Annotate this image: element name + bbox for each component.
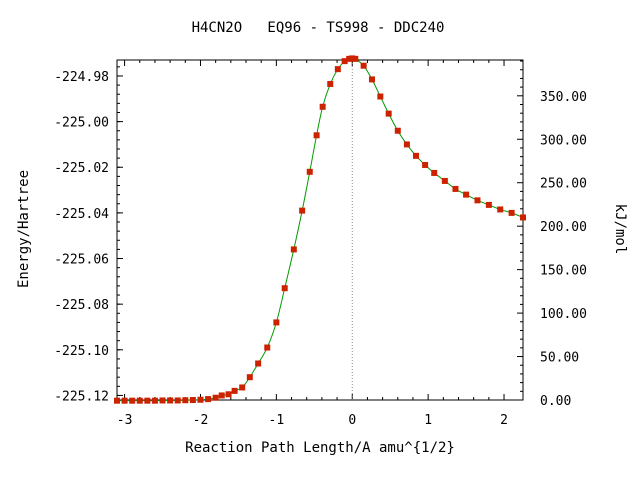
data-point — [306, 168, 313, 175]
data-point — [413, 152, 419, 159]
data-point — [182, 397, 189, 404]
energy-data-points — [114, 55, 526, 404]
data-point — [431, 169, 438, 176]
data-point — [360, 62, 367, 69]
data-point — [231, 387, 238, 394]
x-tick-label: -2 — [193, 413, 209, 428]
data-point — [352, 55, 359, 62]
data-point — [385, 110, 392, 117]
data-point — [273, 319, 280, 326]
data-point — [174, 397, 181, 404]
y-tick-label: -224.98 — [54, 70, 109, 85]
data-point — [264, 344, 271, 351]
y-tick-label: -225.12 — [54, 389, 109, 404]
data-point — [441, 177, 448, 184]
data-point — [319, 103, 326, 110]
data-point — [377, 93, 384, 100]
data-point — [346, 55, 353, 62]
data-point — [151, 397, 158, 404]
data-point — [403, 141, 410, 148]
y-tick-label: -225.08 — [54, 298, 109, 313]
data-point — [239, 384, 246, 391]
data-point — [452, 185, 459, 192]
data-point — [136, 397, 143, 404]
x-tick-label: 2 — [500, 413, 508, 428]
data-point — [334, 66, 341, 73]
data-point — [313, 132, 320, 139]
chart-title: H4CN2O EQ96 - TS998 - DDC240 — [192, 20, 445, 36]
x-tick-label: -1 — [269, 413, 285, 428]
x-axis-title: Reaction Path Length/A amu^{1/2} — [185, 440, 455, 456]
data-point — [167, 397, 174, 404]
data-point — [281, 285, 288, 292]
data-point — [485, 201, 492, 208]
data-point — [189, 397, 196, 403]
data-point — [290, 246, 297, 253]
data-point — [341, 58, 348, 65]
data-point — [520, 214, 526, 221]
x-tick-label: 0 — [348, 413, 356, 428]
data-point — [508, 209, 515, 216]
data-point — [349, 55, 356, 62]
y2-tick-label: 350.00 — [540, 90, 587, 105]
y-tick-label: -225.10 — [54, 344, 109, 359]
plot-frame — [116, 59, 524, 401]
y2-tick-label: 0.00 — [540, 394, 571, 409]
data-point — [422, 161, 429, 168]
y-tick-label: -225.02 — [54, 161, 109, 176]
data-point — [246, 374, 253, 381]
axis-tick-labels: -3 -2 -1 0 1 2 -224.98 -225.00 -225.02 -225.04 -22… — [54, 70, 587, 428]
data-point — [255, 360, 262, 367]
data-point — [121, 397, 128, 404]
x-tick-label: 1 — [424, 413, 432, 428]
data-point — [218, 392, 225, 399]
y2-tick-label: 300.00 — [540, 133, 587, 148]
data-point — [368, 76, 375, 83]
data-point — [144, 397, 151, 404]
y2-tick-label: 150.00 — [540, 264, 587, 279]
data-point — [129, 397, 136, 404]
data-point — [212, 394, 219, 401]
y2-tick-label: 100.00 — [540, 307, 587, 322]
data-point — [225, 391, 232, 398]
y-tick-label: -225.04 — [54, 207, 109, 222]
data-point — [327, 80, 334, 87]
y-axis-title-right: kJ/mol — [612, 204, 628, 255]
y2-tick-label: 250.00 — [540, 177, 587, 192]
data-point — [205, 396, 212, 403]
data-point — [463, 191, 470, 198]
data-point — [197, 396, 204, 403]
x-tick-label: -3 — [117, 413, 133, 428]
data-point — [299, 207, 306, 214]
y-axis-title-left: Energy/Hartree — [16, 170, 32, 288]
y2-tick-label: 200.00 — [540, 220, 587, 235]
data-point — [114, 397, 120, 404]
y2-tick-label: 50.00 — [540, 351, 579, 366]
data-point — [497, 206, 504, 213]
data-point — [474, 197, 481, 204]
data-point — [394, 127, 401, 134]
y-tick-label: -225.00 — [54, 116, 109, 131]
y-tick-label: -225.06 — [54, 253, 109, 268]
axis-ticks — [117, 60, 523, 401]
data-point — [159, 397, 166, 404]
